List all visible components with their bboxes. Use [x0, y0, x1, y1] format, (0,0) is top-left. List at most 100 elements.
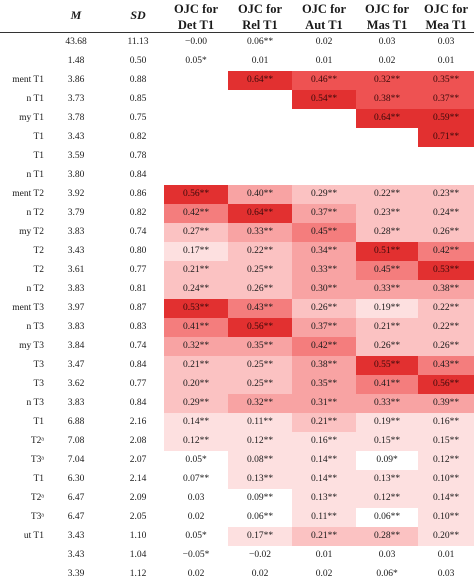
- table-cell: 0.81: [110, 280, 166, 299]
- table-cell: 0.25**: [228, 356, 292, 375]
- table-cell: 0.35**: [292, 375, 356, 394]
- table-cell: 6.47: [48, 489, 104, 508]
- table-cell: 0.33**: [292, 261, 356, 280]
- table-cell: 3.97: [48, 299, 104, 318]
- table-cell: 0.01: [418, 52, 474, 71]
- table-cell: 1.10: [110, 527, 166, 546]
- table-cell: 0.25**: [228, 261, 292, 280]
- table-cell: 0.38**: [418, 280, 474, 299]
- table-cell: 0.54**: [292, 90, 356, 109]
- table-cell: 0.02: [356, 52, 418, 71]
- table-cell: 0.14**: [292, 470, 356, 489]
- table-cell: 2.09: [110, 489, 166, 508]
- table-cell: [418, 166, 474, 185]
- table-cell: 7.04: [48, 451, 104, 470]
- table-cell: [164, 71, 228, 90]
- table-cell: 0.88: [110, 71, 166, 90]
- table-cell: 6.47: [48, 508, 104, 527]
- table-cell: 0.12**: [228, 432, 292, 451]
- row-label: my T2: [19, 227, 44, 237]
- table-cell: [356, 147, 418, 166]
- table-cell: 0.84: [110, 394, 166, 413]
- table-cell: 0.30**: [292, 280, 356, 299]
- table-cell: 0.02: [292, 33, 356, 52]
- table-cell: 2.14: [110, 470, 166, 489]
- table-cell: 0.13**: [356, 470, 418, 489]
- table-cell: 0.26**: [292, 299, 356, 318]
- table-cell: 3.78: [48, 109, 104, 128]
- table-cell: 3.83: [48, 394, 104, 413]
- table-cell: [228, 90, 292, 109]
- table-cell: 0.12**: [418, 451, 474, 470]
- table-cell: 0.25**: [228, 375, 292, 394]
- row-label: T1: [33, 474, 44, 484]
- table-cell: [292, 147, 356, 166]
- table-cell: 0.27**: [164, 223, 228, 242]
- row-label: T1: [33, 132, 44, 142]
- table-cell: 0.20**: [164, 375, 228, 394]
- table-cell: [164, 109, 228, 128]
- row-label: T1: [33, 151, 44, 161]
- table-cell: 0.33**: [228, 223, 292, 242]
- table-cell: 0.09**: [228, 489, 292, 508]
- table-cell: [164, 90, 228, 109]
- table-cell: [418, 147, 474, 166]
- row-label: n T3: [26, 398, 44, 408]
- table-cell: 0.51**: [356, 242, 418, 261]
- table-cell: 0.82: [110, 128, 166, 147]
- table-cell: [164, 128, 228, 147]
- column-header-6: OJC for Mas T1: [364, 2, 410, 32]
- table-cell: 0.56**: [228, 318, 292, 337]
- table-cell: 0.03: [356, 546, 418, 565]
- table-cell: 0.22**: [418, 318, 474, 337]
- table-cell: [292, 166, 356, 185]
- table-cell: 0.08**: [228, 451, 292, 470]
- table-cell: 0.42**: [164, 204, 228, 223]
- table-cell: 0.37**: [418, 90, 474, 109]
- table-cell: 0.21**: [164, 356, 228, 375]
- table-cell: 0.03: [164, 489, 228, 508]
- table-cell: 0.56**: [164, 185, 228, 204]
- row-label: T3: [33, 379, 44, 389]
- row-label: T3: [33, 360, 44, 370]
- table-cell: [228, 109, 292, 128]
- table-cell: 0.43**: [228, 299, 292, 318]
- table-cell: 0.34**: [292, 242, 356, 261]
- table-cell: 0.26**: [356, 337, 418, 356]
- table-cell: 0.24**: [164, 280, 228, 299]
- table-cell: 3.43: [48, 242, 104, 261]
- row-label: [0, 52, 44, 71]
- table-cell: 0.22**: [418, 299, 474, 318]
- header-rule: [0, 32, 474, 33]
- table-cell: 6.30: [48, 470, 104, 489]
- table-cell: 0.23**: [418, 185, 474, 204]
- table-cell: 0.56**: [418, 375, 474, 394]
- row-label: ut T1: [23, 531, 44, 541]
- table-cell: 3.43: [48, 546, 104, 565]
- table-cell: 0.26**: [418, 223, 474, 242]
- table-cell: [292, 128, 356, 147]
- table-cell: 0.85: [110, 90, 166, 109]
- table-cell: 0.21**: [292, 413, 356, 432]
- table-cell: 0.77: [110, 375, 166, 394]
- column-header-1: M: [70, 8, 82, 22]
- table-cell: 0.05*: [164, 451, 228, 470]
- table-cell: 0.33**: [356, 280, 418, 299]
- table-cell: [228, 128, 292, 147]
- table-cell: 0.03: [418, 565, 474, 584]
- table-cell: 0.02: [228, 565, 292, 584]
- table-cell: 0.39**: [418, 394, 474, 413]
- table-cell: 0.46**: [292, 71, 356, 90]
- table-cell: 0.40**: [228, 185, 292, 204]
- table-cell: 3.84: [48, 337, 104, 356]
- table-cell: 0.19**: [356, 299, 418, 318]
- table-cell: 0.24**: [418, 204, 474, 223]
- table-cell: 0.42**: [418, 242, 474, 261]
- table-cell: 0.06**: [228, 33, 292, 52]
- table-cell: 0.16**: [292, 432, 356, 451]
- table-cell: 0.22**: [356, 185, 418, 204]
- table-cell: 7.08: [48, 432, 104, 451]
- table-cell: 0.01: [418, 546, 474, 565]
- row-label: T2: [33, 246, 44, 256]
- table-cell: 0.29**: [292, 185, 356, 204]
